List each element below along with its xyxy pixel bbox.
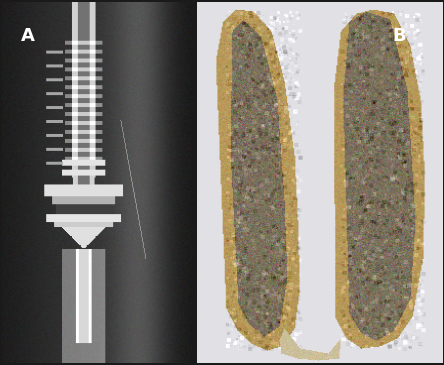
Text: A: A xyxy=(21,27,35,45)
Text: B: B xyxy=(393,27,406,45)
